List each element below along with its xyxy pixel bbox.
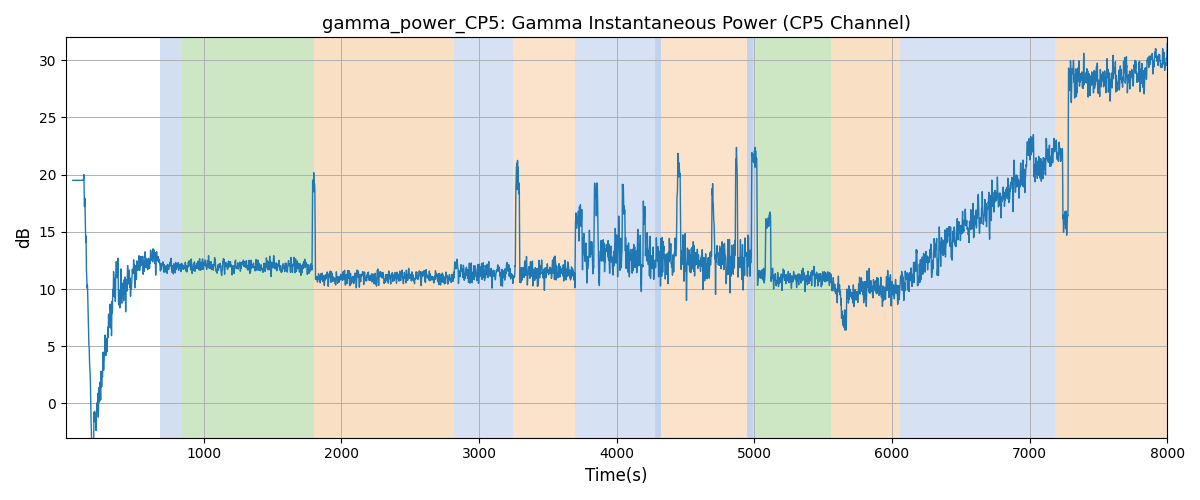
Title: gamma_power_CP5: Gamma Instantaneous Power (CP5 Channel): gamma_power_CP5: Gamma Instantaneous Pow… [322,15,911,34]
Bar [1055,38,1168,438]
Bar [181,38,313,438]
Bar [454,38,514,438]
Bar [313,38,454,438]
Y-axis label: dB: dB [16,226,34,248]
X-axis label: Time(s): Time(s) [586,467,648,485]
Bar [900,38,1055,438]
Bar [661,38,748,438]
Bar [752,38,832,438]
Bar [832,38,900,438]
Bar [575,38,655,438]
Bar [160,38,181,438]
Bar [514,38,575,438]
Bar [748,38,752,438]
Bar [655,38,661,438]
